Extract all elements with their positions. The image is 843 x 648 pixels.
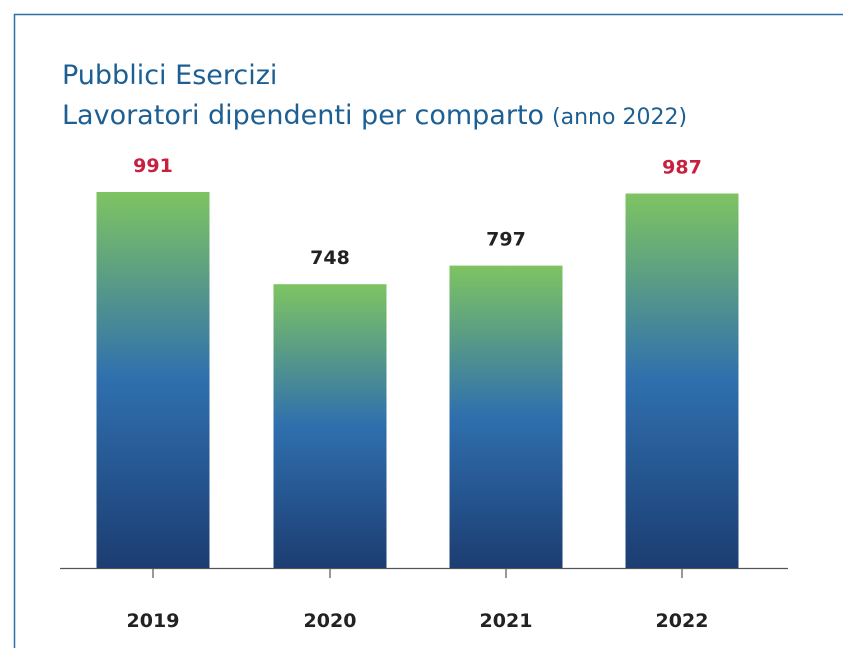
bar [450, 266, 563, 568]
x-tick-label: 2022 [656, 610, 709, 632]
x-tick-label: 2020 [304, 610, 357, 632]
value-label: 991 [133, 155, 173, 177]
bar [274, 284, 387, 568]
chart-title: Pubblici Esercizi [62, 60, 277, 91]
bar [626, 194, 739, 568]
subtitle-main: Lavoratori dipendenti per comparto [62, 100, 544, 131]
value-label: 987 [662, 157, 702, 179]
value-label: 797 [486, 229, 526, 251]
x-tick-label: 2021 [480, 610, 533, 632]
value-label: 748 [310, 247, 350, 269]
bar [97, 192, 210, 568]
page: Pubblici Esercizi Lavoratori dipendenti … [0, 0, 843, 648]
x-tick-label: 2019 [127, 610, 180, 632]
chart-subtitle: Lavoratori dipendenti per comparto (anno … [62, 100, 687, 131]
chart: Pubblici Esercizi Lavoratori dipendenti … [0, 0, 843, 648]
subtitle-note: (anno 2022) [552, 105, 687, 130]
